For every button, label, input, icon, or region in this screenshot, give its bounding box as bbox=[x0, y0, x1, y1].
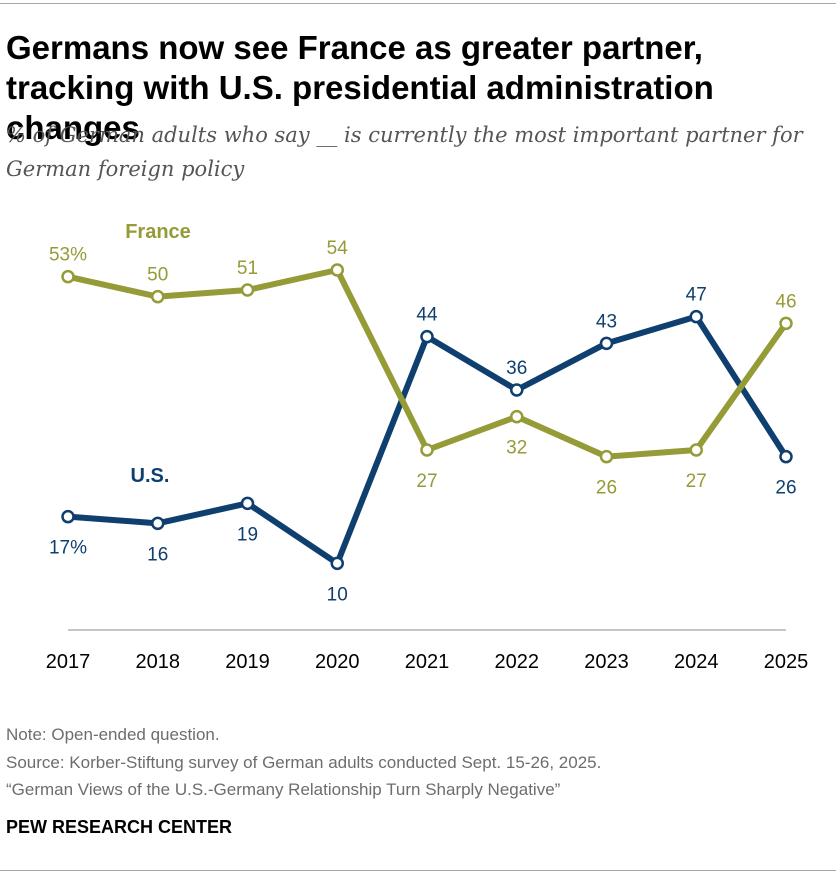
france-data-label: 32 bbox=[506, 438, 527, 459]
france-data-label: 26 bbox=[596, 478, 617, 499]
us-data-label: 17% bbox=[49, 538, 87, 559]
x-tick-label: 2025 bbox=[764, 651, 809, 673]
x-tick-label: 2023 bbox=[584, 651, 629, 673]
x-tick-label: 2020 bbox=[315, 651, 360, 673]
france-data-label: 53% bbox=[49, 245, 87, 266]
france-data-label: 46 bbox=[775, 291, 796, 312]
france-data-point bbox=[689, 443, 703, 457]
us-data-point bbox=[510, 383, 524, 397]
us-series-name: U.S. bbox=[131, 465, 170, 487]
note-text: Note: Open-ended question. bbox=[6, 725, 220, 744]
france-data-label: 27 bbox=[416, 471, 437, 492]
series-names: France U.S. bbox=[125, 221, 191, 487]
us-data-label: 36 bbox=[506, 358, 527, 379]
france-series-name: France bbox=[125, 221, 191, 243]
report-title-text: “German Views of the U.S.-Germany Relati… bbox=[6, 780, 561, 799]
us-data-point bbox=[689, 309, 703, 324]
us-series-line bbox=[65, 313, 789, 567]
france-data-point bbox=[240, 283, 255, 297]
x-tick-label: 2018 bbox=[136, 651, 181, 673]
france-data-label: 27 bbox=[686, 471, 707, 492]
france-data-point bbox=[61, 269, 75, 284]
data-labels: 53% 50 51 54 27 32 26 27 46 17% 16 19 10 44 36 43 47 26 bbox=[49, 238, 797, 605]
us-data-point bbox=[599, 336, 614, 351]
x-tick-labels: 2017 2018 2019 2020 2021 2022 2023 2024 2025 bbox=[46, 651, 809, 673]
france-data-point bbox=[330, 263, 344, 277]
france-data-label: 50 bbox=[147, 265, 168, 286]
france-data-point bbox=[779, 316, 793, 331]
france-series-line bbox=[65, 267, 789, 460]
x-tick-label: 2024 bbox=[674, 651, 719, 673]
us-data-label: 44 bbox=[416, 305, 438, 326]
us-data-label: 10 bbox=[327, 584, 348, 605]
chart-subtitle: % of German adults who say __ is current… bbox=[6, 123, 803, 181]
france-data-label: 54 bbox=[327, 238, 349, 259]
us-data-label: 47 bbox=[686, 285, 707, 306]
france-data-label: 51 bbox=[237, 258, 258, 279]
series-points bbox=[61, 263, 793, 571]
france-data-point bbox=[151, 289, 165, 304]
x-tick-label: 2019 bbox=[225, 651, 270, 673]
x-tick-label: 2022 bbox=[495, 651, 540, 673]
france-data-point bbox=[599, 449, 614, 464]
us-data-point bbox=[330, 556, 344, 571]
us-data-label: 26 bbox=[775, 478, 796, 499]
x-tick-label: 2021 bbox=[405, 651, 450, 673]
bottom-rule bbox=[0, 870, 836, 871]
us-data-label: 19 bbox=[237, 524, 258, 545]
us-data-label: 43 bbox=[596, 311, 617, 332]
source-text: Source: Korber-Stiftung survey of German… bbox=[6, 753, 602, 772]
us-data-point bbox=[151, 516, 165, 531]
top-rule bbox=[0, 3, 836, 4]
us-data-point bbox=[61, 509, 75, 524]
france-data-point bbox=[510, 409, 524, 424]
us-data-point bbox=[779, 449, 793, 464]
x-tick-label: 2017 bbox=[46, 651, 91, 673]
us-data-label: 16 bbox=[147, 544, 168, 565]
us-data-point bbox=[240, 496, 255, 511]
pew-research-center-logo: PEW RESEARCH CENTER bbox=[6, 817, 233, 837]
chart-title: Germans now see France as greater partne… bbox=[6, 29, 714, 146]
france-data-point bbox=[420, 443, 434, 457]
us-data-point bbox=[420, 329, 434, 344]
